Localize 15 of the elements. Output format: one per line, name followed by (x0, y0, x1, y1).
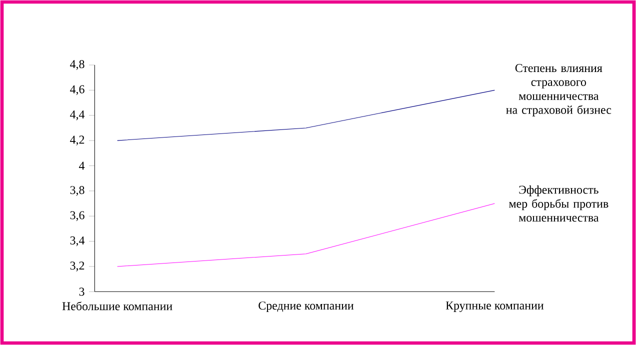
x-tick-label: Крупные компании (446, 302, 544, 312)
y-tick-label: 3,8 (70, 186, 84, 196)
x-tick-label: Небольшие компании (62, 302, 172, 310)
y-tick-label: 4,8 (70, 60, 84, 70)
y-tick-label: 3,6 (70, 211, 84, 221)
y-tick-label: 4,6 (70, 85, 84, 96)
y-tick-label: 3,4 (70, 236, 85, 246)
series-label: Степень влияния страхового мошенничества на страховой бизнес (506, 64, 612, 116)
y-tick-label: 3,2 (70, 262, 84, 272)
series-label: Эффективность мер борьбы против мошенничества (509, 185, 608, 222)
y-tick-label: 3 (79, 288, 84, 296)
x-tick-label: Средние компании (258, 302, 354, 312)
y-tick-label: 4,2 (70, 136, 84, 146)
y-tick-label: 4 (79, 162, 85, 170)
y-tick-label: 4,4 (70, 110, 85, 120)
